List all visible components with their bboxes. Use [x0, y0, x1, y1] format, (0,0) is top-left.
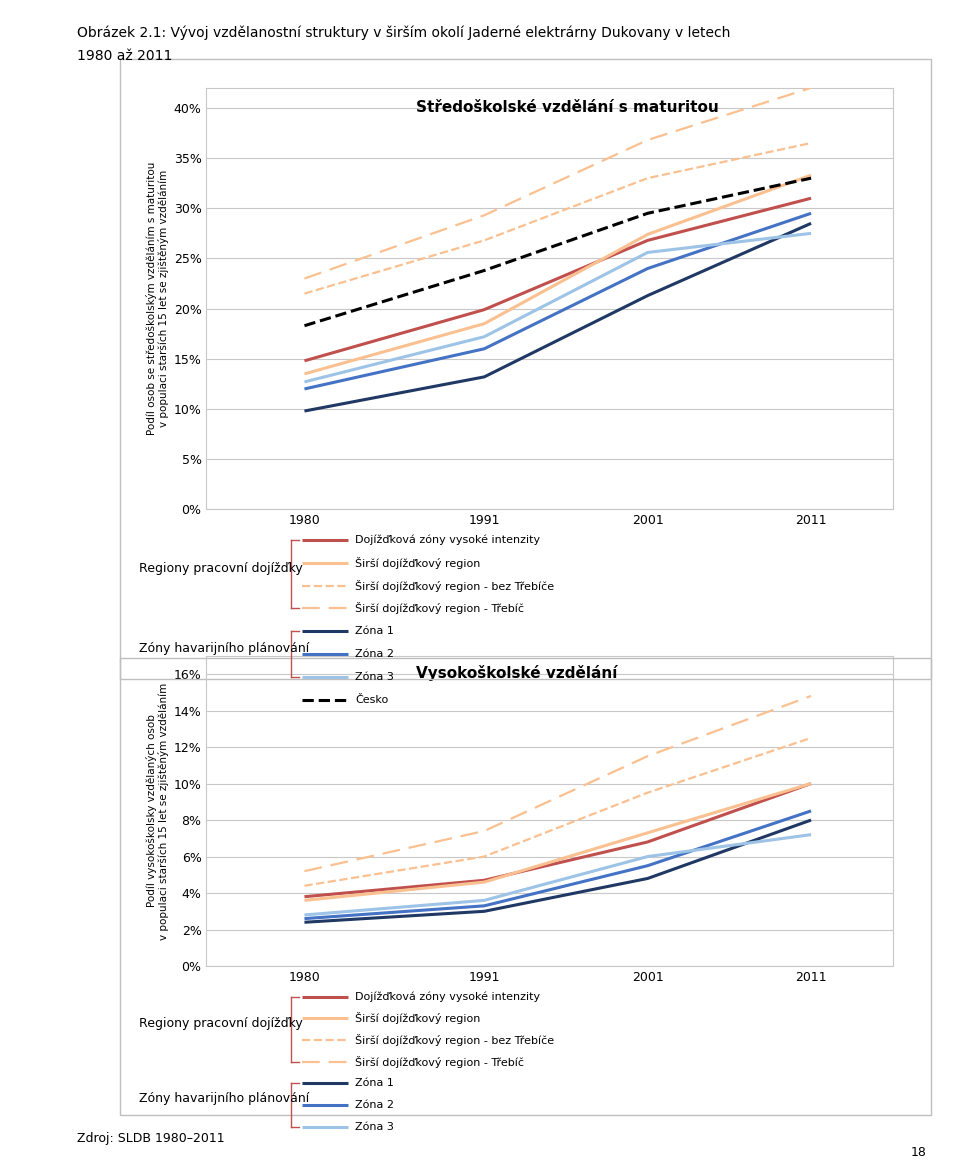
Text: Obrázek 2.1: Vývoj vzdělanostní struktury v širším okolí Jaderné elektrárny Duko: Obrázek 2.1: Vývoj vzdělanostní struktur…: [77, 26, 731, 40]
Text: Zóny havarijního plánování: Zóny havarijního plánování: [139, 642, 309, 655]
Y-axis label: Podíl osob se středoškolským vzděláním s maturitou
v populaci starších 15 let se: Podíl osob se středoškolským vzděláním s…: [146, 162, 170, 436]
Text: 18: 18: [910, 1146, 926, 1159]
Text: 1980 až 2011: 1980 až 2011: [77, 49, 172, 63]
Y-axis label: Podíl vysokoškolsky vzdělaných osob
v populaci starších 15 let se zjištěným vzdě: Podíl vysokoškolsky vzdělaných osob v po…: [146, 683, 170, 939]
Text: Středoškolské vzdělání s maturitou: Středoškolské vzdělání s maturitou: [416, 101, 718, 116]
Text: Regiony pracovní dojížďky: Regiony pracovní dojížďky: [139, 562, 303, 575]
Text: Širší dojížďkový region - bez Třebíče: Širší dojížďkový region - bez Třebíče: [355, 1034, 554, 1046]
Text: Zóny havarijního plánování: Zóny havarijního plánování: [139, 1093, 309, 1105]
Text: Širší dojížďkový region: Širší dojížďkový region: [355, 1012, 481, 1025]
Text: Širší dojížďkový region: Širší dojížďkový region: [355, 556, 481, 569]
Text: Zdroj: SLDB 1980–2011: Zdroj: SLDB 1980–2011: [77, 1132, 225, 1145]
Text: Zóna 1: Zóna 1: [355, 1078, 394, 1088]
Text: Zóna 3: Zóna 3: [355, 1122, 394, 1131]
Text: Česko: Česko: [355, 694, 389, 705]
Text: Dojížďková zóny vysoké intenzity: Dojížďková zóny vysoké intenzity: [355, 535, 540, 545]
Text: Dojížďková zóny vysoké intenzity: Dojížďková zóny vysoké intenzity: [355, 992, 540, 1001]
Text: Zóna 3: Zóna 3: [355, 672, 394, 682]
Text: Zóna 1: Zóna 1: [355, 626, 394, 636]
Text: Širší dojížďkový region - Třebíč: Širší dojížďkový region - Třebíč: [355, 602, 524, 615]
Text: Vysokoškolské vzdělání: Vysokoškolské vzdělání: [416, 665, 617, 682]
Text: Zóna 2: Zóna 2: [355, 1100, 395, 1110]
Text: Regiony pracovní dojížďky: Regiony pracovní dojížďky: [139, 1016, 303, 1029]
Text: Širší dojížďkový region - bez Třebíče: Širší dojížďkový region - bez Třebíče: [355, 580, 554, 591]
Text: Zóna 2: Zóna 2: [355, 649, 395, 659]
Text: Širší dojížďkový region - Třebíč: Širší dojížďkový region - Třebíč: [355, 1055, 524, 1068]
